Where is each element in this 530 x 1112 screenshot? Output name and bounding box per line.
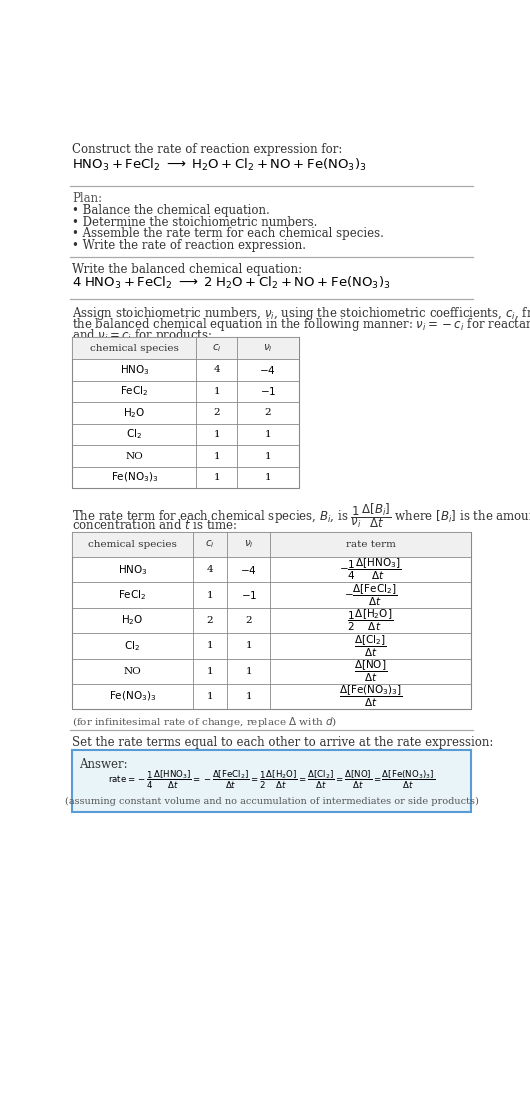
Text: Answer:: Answer: <box>78 758 127 771</box>
Text: 2: 2 <box>264 408 271 417</box>
Text: 4: 4 <box>213 366 220 375</box>
Text: 2: 2 <box>207 616 213 625</box>
Text: $-1$: $-1$ <box>241 589 257 602</box>
Text: $\mathrm{H_2O}$: $\mathrm{H_2O}$ <box>123 406 146 420</box>
Text: $\mathrm{FeCl_2}$: $\mathrm{FeCl_2}$ <box>120 385 148 398</box>
Text: chemical species: chemical species <box>90 344 179 353</box>
Text: • Balance the chemical equation.: • Balance the chemical equation. <box>73 205 270 217</box>
Text: • Assemble the rate term for each chemical species.: • Assemble the rate term for each chemic… <box>73 227 384 240</box>
Text: $\nu_i$: $\nu_i$ <box>244 538 254 550</box>
Text: Construct the rate of reaction expression for:: Construct the rate of reaction expressio… <box>73 142 343 156</box>
Text: Plan:: Plan: <box>73 192 103 205</box>
Text: 1: 1 <box>264 430 271 439</box>
Bar <box>73 532 471 557</box>
Bar <box>73 337 299 488</box>
Text: $-4$: $-4$ <box>259 364 276 376</box>
Text: $\mathrm{Cl_2}$: $\mathrm{Cl_2}$ <box>127 428 143 441</box>
Text: (assuming constant volume and no accumulation of intermediates or side products): (assuming constant volume and no accumul… <box>65 797 479 806</box>
Text: 1: 1 <box>213 451 220 460</box>
Text: 1: 1 <box>213 473 220 483</box>
Text: $\nu_i$: $\nu_i$ <box>263 342 272 354</box>
Bar <box>73 532 471 709</box>
Text: $c_i$: $c_i$ <box>212 342 222 354</box>
Text: 1: 1 <box>264 473 271 483</box>
Text: • Write the rate of reaction expression.: • Write the rate of reaction expression. <box>73 239 306 252</box>
Text: 2: 2 <box>245 616 252 625</box>
Text: $\mathrm{H_2O}$: $\mathrm{H_2O}$ <box>121 614 144 627</box>
Text: $\mathrm{FeCl_2}$: $\mathrm{FeCl_2}$ <box>118 588 147 602</box>
Text: (for infinitesimal rate of change, replace $\Delta$ with $d$): (for infinitesimal rate of change, repla… <box>73 715 338 728</box>
Text: $-1$: $-1$ <box>260 386 276 397</box>
Text: 1: 1 <box>245 692 252 702</box>
Text: $\mathrm{Fe(NO_3)_3}$: $\mathrm{Fe(NO_3)_3}$ <box>111 470 158 485</box>
Text: $\dfrac{\Delta[\mathrm{Fe(NO_3)_3}]}{\Delta t}$: $\dfrac{\Delta[\mathrm{Fe(NO_3)_3}]}{\De… <box>339 684 402 709</box>
Text: $\mathrm{rate} = -\dfrac{1}{4}\dfrac{\Delta[\mathrm{HNO_3}]}{\Delta t} = -\dfrac: $\mathrm{rate} = -\dfrac{1}{4}\dfrac{\De… <box>108 768 435 791</box>
Text: Write the balanced chemical equation:: Write the balanced chemical equation: <box>73 262 303 276</box>
Text: $-\dfrac{\Delta[\mathrm{FeCl_2}]}{\Delta t}$: $-\dfrac{\Delta[\mathrm{FeCl_2}]}{\Delta… <box>344 583 397 607</box>
Text: NO: NO <box>123 667 142 676</box>
Bar <box>73 337 299 359</box>
Text: 1: 1 <box>245 642 252 651</box>
Text: NO: NO <box>126 451 143 460</box>
Text: chemical species: chemical species <box>88 539 177 548</box>
Text: $-\dfrac{1}{4}\dfrac{\Delta[\mathrm{HNO_3}]}{\Delta t}$: $-\dfrac{1}{4}\dfrac{\Delta[\mathrm{HNO_… <box>339 557 402 583</box>
Text: 1: 1 <box>207 590 213 599</box>
Text: rate term: rate term <box>346 539 395 548</box>
Text: $\mathrm{HNO_3}$: $\mathrm{HNO_3}$ <box>118 563 147 576</box>
Text: 1: 1 <box>207 642 213 651</box>
Text: concentration and $t$ is time:: concentration and $t$ is time: <box>73 518 238 532</box>
Text: $\dfrac{\Delta[\mathrm{NO}]}{\Delta t}$: $\dfrac{\Delta[\mathrm{NO}]}{\Delta t}$ <box>354 658 387 684</box>
Bar <box>73 751 471 812</box>
Text: Set the rate terms equal to each other to arrive at the rate expression:: Set the rate terms equal to each other t… <box>73 736 494 749</box>
Text: 1: 1 <box>245 667 252 676</box>
Text: $\dfrac{1}{2}\dfrac{\Delta[\mathrm{H_2O}]}{\Delta t}$: $\dfrac{1}{2}\dfrac{\Delta[\mathrm{H_2O}… <box>347 608 393 633</box>
Text: $\mathrm{4\;HNO_3 + FeCl_2 \;\longrightarrow\; 2\;H_2O + Cl_2 + NO + Fe(NO_3)_3}: $\mathrm{4\;HNO_3 + FeCl_2 \;\longrighta… <box>73 275 391 291</box>
Text: $\mathrm{HNO_3}$: $\mathrm{HNO_3}$ <box>119 363 149 377</box>
Text: $\dfrac{\Delta[\mathrm{Cl_2}]}{\Delta t}$: $\dfrac{\Delta[\mathrm{Cl_2}]}{\Delta t}… <box>354 633 386 658</box>
Text: $\mathrm{HNO_3 + FeCl_2 \;\longrightarrow\; H_2O + Cl_2 + NO + Fe(NO_3)_3}$: $\mathrm{HNO_3 + FeCl_2 \;\longrightarro… <box>73 157 367 172</box>
Text: 1: 1 <box>213 387 220 396</box>
Text: $c_i$: $c_i$ <box>205 538 215 550</box>
Text: 1: 1 <box>264 451 271 460</box>
Text: 1: 1 <box>213 430 220 439</box>
Text: Assign stoichiometric numbers, $\nu_i$, using the stoichiometric coefficients, $: Assign stoichiometric numbers, $\nu_i$, … <box>73 305 530 322</box>
Text: The rate term for each chemical species, $B_i$, is $\dfrac{1}{\nu_i}\dfrac{\Delt: The rate term for each chemical species,… <box>73 500 530 529</box>
Text: 2: 2 <box>213 408 220 417</box>
Text: 4: 4 <box>207 565 213 574</box>
Text: $\mathrm{Cl_2}$: $\mathrm{Cl_2}$ <box>125 639 140 653</box>
Text: the balanced chemical equation in the following manner: $\nu_i = -c_i$ for react: the balanced chemical equation in the fo… <box>73 316 530 332</box>
Text: $\mathrm{Fe(NO_3)_3}$: $\mathrm{Fe(NO_3)_3}$ <box>109 689 156 704</box>
Text: 1: 1 <box>207 667 213 676</box>
Text: • Determine the stoichiometric numbers.: • Determine the stoichiometric numbers. <box>73 216 318 229</box>
Text: 1: 1 <box>207 692 213 702</box>
Text: $-4$: $-4$ <box>241 564 257 576</box>
Text: and $\nu_i = c_i$ for products:: and $\nu_i = c_i$ for products: <box>73 327 213 344</box>
